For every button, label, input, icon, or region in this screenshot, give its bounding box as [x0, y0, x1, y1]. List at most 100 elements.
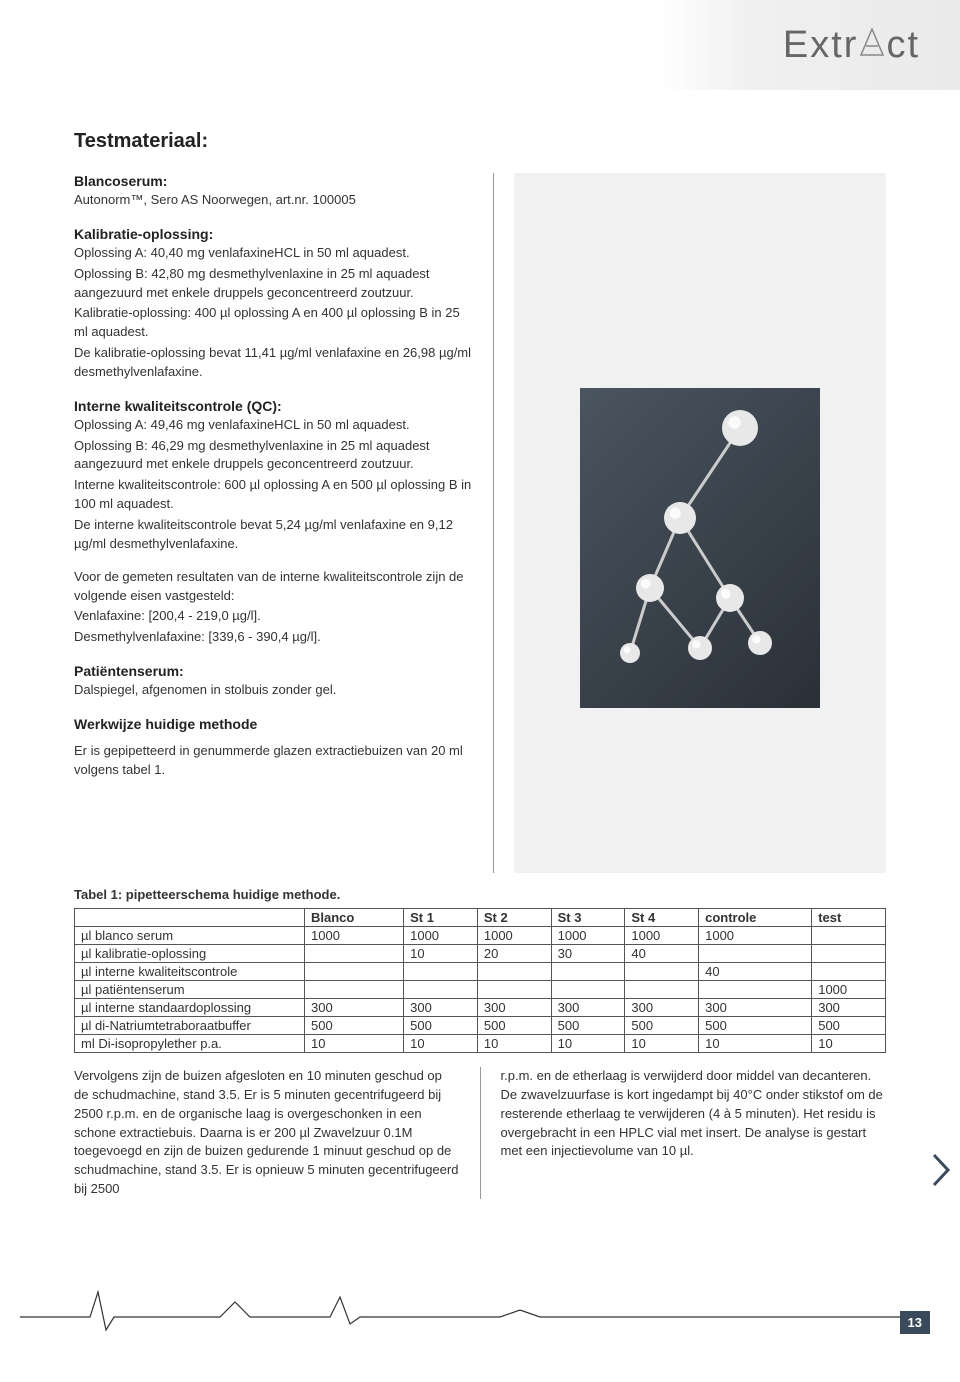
table-cell: [305, 963, 404, 981]
left-column: Blancoserum: Autonorm™, Sero AS Noorwege…: [74, 173, 494, 873]
table-cell: [699, 945, 812, 963]
table-header: St 4: [625, 909, 699, 927]
pipette-table: BlancoSt 1St 2St 3St 4controletest µl bl…: [74, 908, 886, 1053]
heading-qc: Interne kwaliteitscontrole (QC):: [74, 398, 473, 414]
heading-blancoserum: Blancoserum:: [74, 173, 473, 189]
table-caption: Tabel 1: pipetteerschema huidige methode…: [74, 887, 886, 902]
table-cell: 10: [812, 1035, 886, 1053]
table-cell: 300: [551, 999, 625, 1017]
text-patient: Dalspiegel, afgenomen in stolbuis zonder…: [74, 681, 473, 700]
kalibratie-p2: Oplossing B: 42,80 mg desmethylvenlaxine…: [74, 265, 473, 303]
brand-suffix: ct: [886, 24, 920, 66]
page-title: Testmateriaal:: [74, 130, 886, 153]
table-cell: [812, 927, 886, 945]
table-cell: [812, 945, 886, 963]
qc-p2: Oplossing B: 46,29 mg desmethylvenlaxine…: [74, 437, 473, 475]
table-cell: 1000: [404, 927, 478, 945]
brand-a-glyph: [858, 24, 886, 67]
table-cell: 1000: [699, 927, 812, 945]
table-cell: 300: [812, 999, 886, 1017]
table-cell: 500: [812, 1017, 886, 1035]
table-cell: [551, 963, 625, 981]
table-header: test: [812, 909, 886, 927]
brand-prefix: Extr: [783, 24, 859, 66]
table-cell: 500: [305, 1017, 404, 1035]
table-row: µl interne kwaliteitscontrole 40: [75, 963, 886, 981]
table-cell: 10: [477, 1035, 551, 1053]
table-cell: µl kalibratie-oplossing: [75, 945, 305, 963]
table-cell: 300: [305, 999, 404, 1017]
qc-req3: Desmethylvenlafaxine: [339,6 - 390,4 µg/…: [74, 628, 473, 647]
table-row: µl blanco serum100010001000100010001000: [75, 927, 886, 945]
table-cell: 500: [477, 1017, 551, 1035]
qc-p1: Oplossing A: 49,46 mg venlafaxineHCL in …: [74, 416, 473, 435]
table-cell: [812, 963, 886, 981]
table-cell: 500: [404, 1017, 478, 1035]
table-cell: 500: [699, 1017, 812, 1035]
table-header: [75, 909, 305, 927]
brand-logo: Extrct: [783, 24, 920, 67]
table-cell: 300: [404, 999, 478, 1017]
table-cell: [699, 981, 812, 999]
page-number: 13: [900, 1311, 930, 1334]
kalibratie-p3: Kalibratie-oplossing: 400 µl oplossing A…: [74, 304, 473, 342]
molecule-image: [580, 388, 820, 708]
table-cell: [625, 981, 699, 999]
text-blancoserum: Autonorm™, Sero AS Noorwegen, art.nr. 10…: [74, 191, 473, 210]
table-cell: [305, 981, 404, 999]
table-header: controle: [699, 909, 812, 927]
table-cell: ml Di-isopropylether p.a.: [75, 1035, 305, 1053]
kalibratie-p4: De kalibratie-oplossing bevat 11,41 µg/m…: [74, 344, 473, 382]
table-row: µl patiëntenserum1000: [75, 981, 886, 999]
right-column: [514, 173, 886, 873]
table-cell: [404, 981, 478, 999]
table-cell: 1000: [551, 927, 625, 945]
table-row: µl di-Natriumtetraboraatbuffer5005005005…: [75, 1017, 886, 1035]
table-cell: 10: [404, 1035, 478, 1053]
table-cell: µl di-Natriumtetraboraatbuffer: [75, 1017, 305, 1035]
table-cell: [404, 963, 478, 981]
table-cell: 1000: [625, 927, 699, 945]
brand-banner: Extrct: [660, 0, 960, 90]
qc-req2: Venlafaxine: [200,4 - 219,0 µg/l].: [74, 607, 473, 626]
section-blancoserum: Blancoserum: Autonorm™, Sero AS Noorwege…: [74, 173, 473, 210]
table-cell: 500: [625, 1017, 699, 1035]
table-cell: 40: [699, 963, 812, 981]
table-cell: [305, 945, 404, 963]
table-cell: 300: [625, 999, 699, 1017]
table-cell: [477, 981, 551, 999]
table-cell: [477, 963, 551, 981]
table-cell: 10: [625, 1035, 699, 1053]
qc-p3: Interne kwaliteitscontrole: 600 µl oplos…: [74, 476, 473, 514]
table-cell: µl interne kwaliteitscontrole: [75, 963, 305, 981]
heading-patient: Patiëntenserum:: [74, 663, 473, 679]
table-cell: [625, 963, 699, 981]
table-cell: 500: [551, 1017, 625, 1035]
table-cell: µl patiëntenserum: [75, 981, 305, 999]
table-cell: 40: [625, 945, 699, 963]
table-cell: 30: [551, 945, 625, 963]
heading-werkwijze: Werkwijze huidige methode: [74, 716, 473, 732]
next-arrow-icon: [932, 1153, 952, 1192]
table-cell: 20: [477, 945, 551, 963]
table-cell: 10: [305, 1035, 404, 1053]
section-patient: Patiëntenserum: Dalspiegel, afgenomen in…: [74, 663, 473, 700]
footer-waveform-icon: [20, 1282, 920, 1332]
table-row: ml Di-isopropylether p.a.10101010101010: [75, 1035, 886, 1053]
qc-p4: De interne kwaliteitscontrole bevat 5,24…: [74, 516, 473, 554]
table-header: St 3: [551, 909, 625, 927]
section-qc: Interne kwaliteitscontrole (QC): Oplossi…: [74, 398, 473, 647]
table-cell: [551, 981, 625, 999]
bottom-right-text: r.p.m. en de etherlaag is verwijderd doo…: [501, 1067, 887, 1199]
table-header: St 1: [404, 909, 478, 927]
table-cell: 10: [404, 945, 478, 963]
section-werkwijze: Werkwijze huidige methode Er is gepipett…: [74, 716, 473, 780]
table-cell: 1000: [477, 927, 551, 945]
table-header: Blanco: [305, 909, 404, 927]
table-cell: 1000: [305, 927, 404, 945]
table-cell: 10: [551, 1035, 625, 1053]
qc-req1: Voor de gemeten resultaten van de intern…: [74, 568, 473, 606]
table-cell: 300: [699, 999, 812, 1017]
table-cell: µl interne standaardoplossing: [75, 999, 305, 1017]
table-row: µl kalibratie-oplossing 10203040: [75, 945, 886, 963]
